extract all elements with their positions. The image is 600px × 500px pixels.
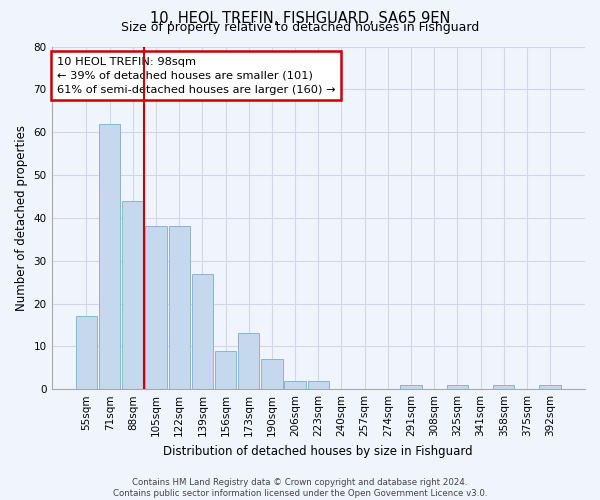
Bar	[99, 124, 120, 389]
Bar	[539, 385, 561, 389]
Text: Size of property relative to detached houses in Fishguard: Size of property relative to detached ho…	[121, 22, 479, 35]
Bar	[238, 334, 259, 389]
Text: 10, HEOL TREFIN, FISHGUARD, SA65 9EN: 10, HEOL TREFIN, FISHGUARD, SA65 9EN	[150, 11, 450, 26]
Bar	[122, 200, 143, 389]
Bar	[308, 380, 329, 389]
Bar	[145, 226, 167, 389]
Text: 10 HEOL TREFIN: 98sqm
← 39% of detached houses are smaller (101)
61% of semi-det: 10 HEOL TREFIN: 98sqm ← 39% of detached …	[57, 57, 335, 95]
Y-axis label: Number of detached properties: Number of detached properties	[15, 125, 28, 311]
Bar	[261, 359, 283, 389]
Bar	[493, 385, 514, 389]
Bar	[284, 380, 306, 389]
Bar	[400, 385, 422, 389]
Bar	[76, 316, 97, 389]
Bar	[215, 350, 236, 389]
Text: Contains HM Land Registry data © Crown copyright and database right 2024.
Contai: Contains HM Land Registry data © Crown c…	[113, 478, 487, 498]
Bar	[169, 226, 190, 389]
X-axis label: Distribution of detached houses by size in Fishguard: Distribution of detached houses by size …	[163, 444, 473, 458]
Bar	[191, 274, 213, 389]
Bar	[446, 385, 468, 389]
